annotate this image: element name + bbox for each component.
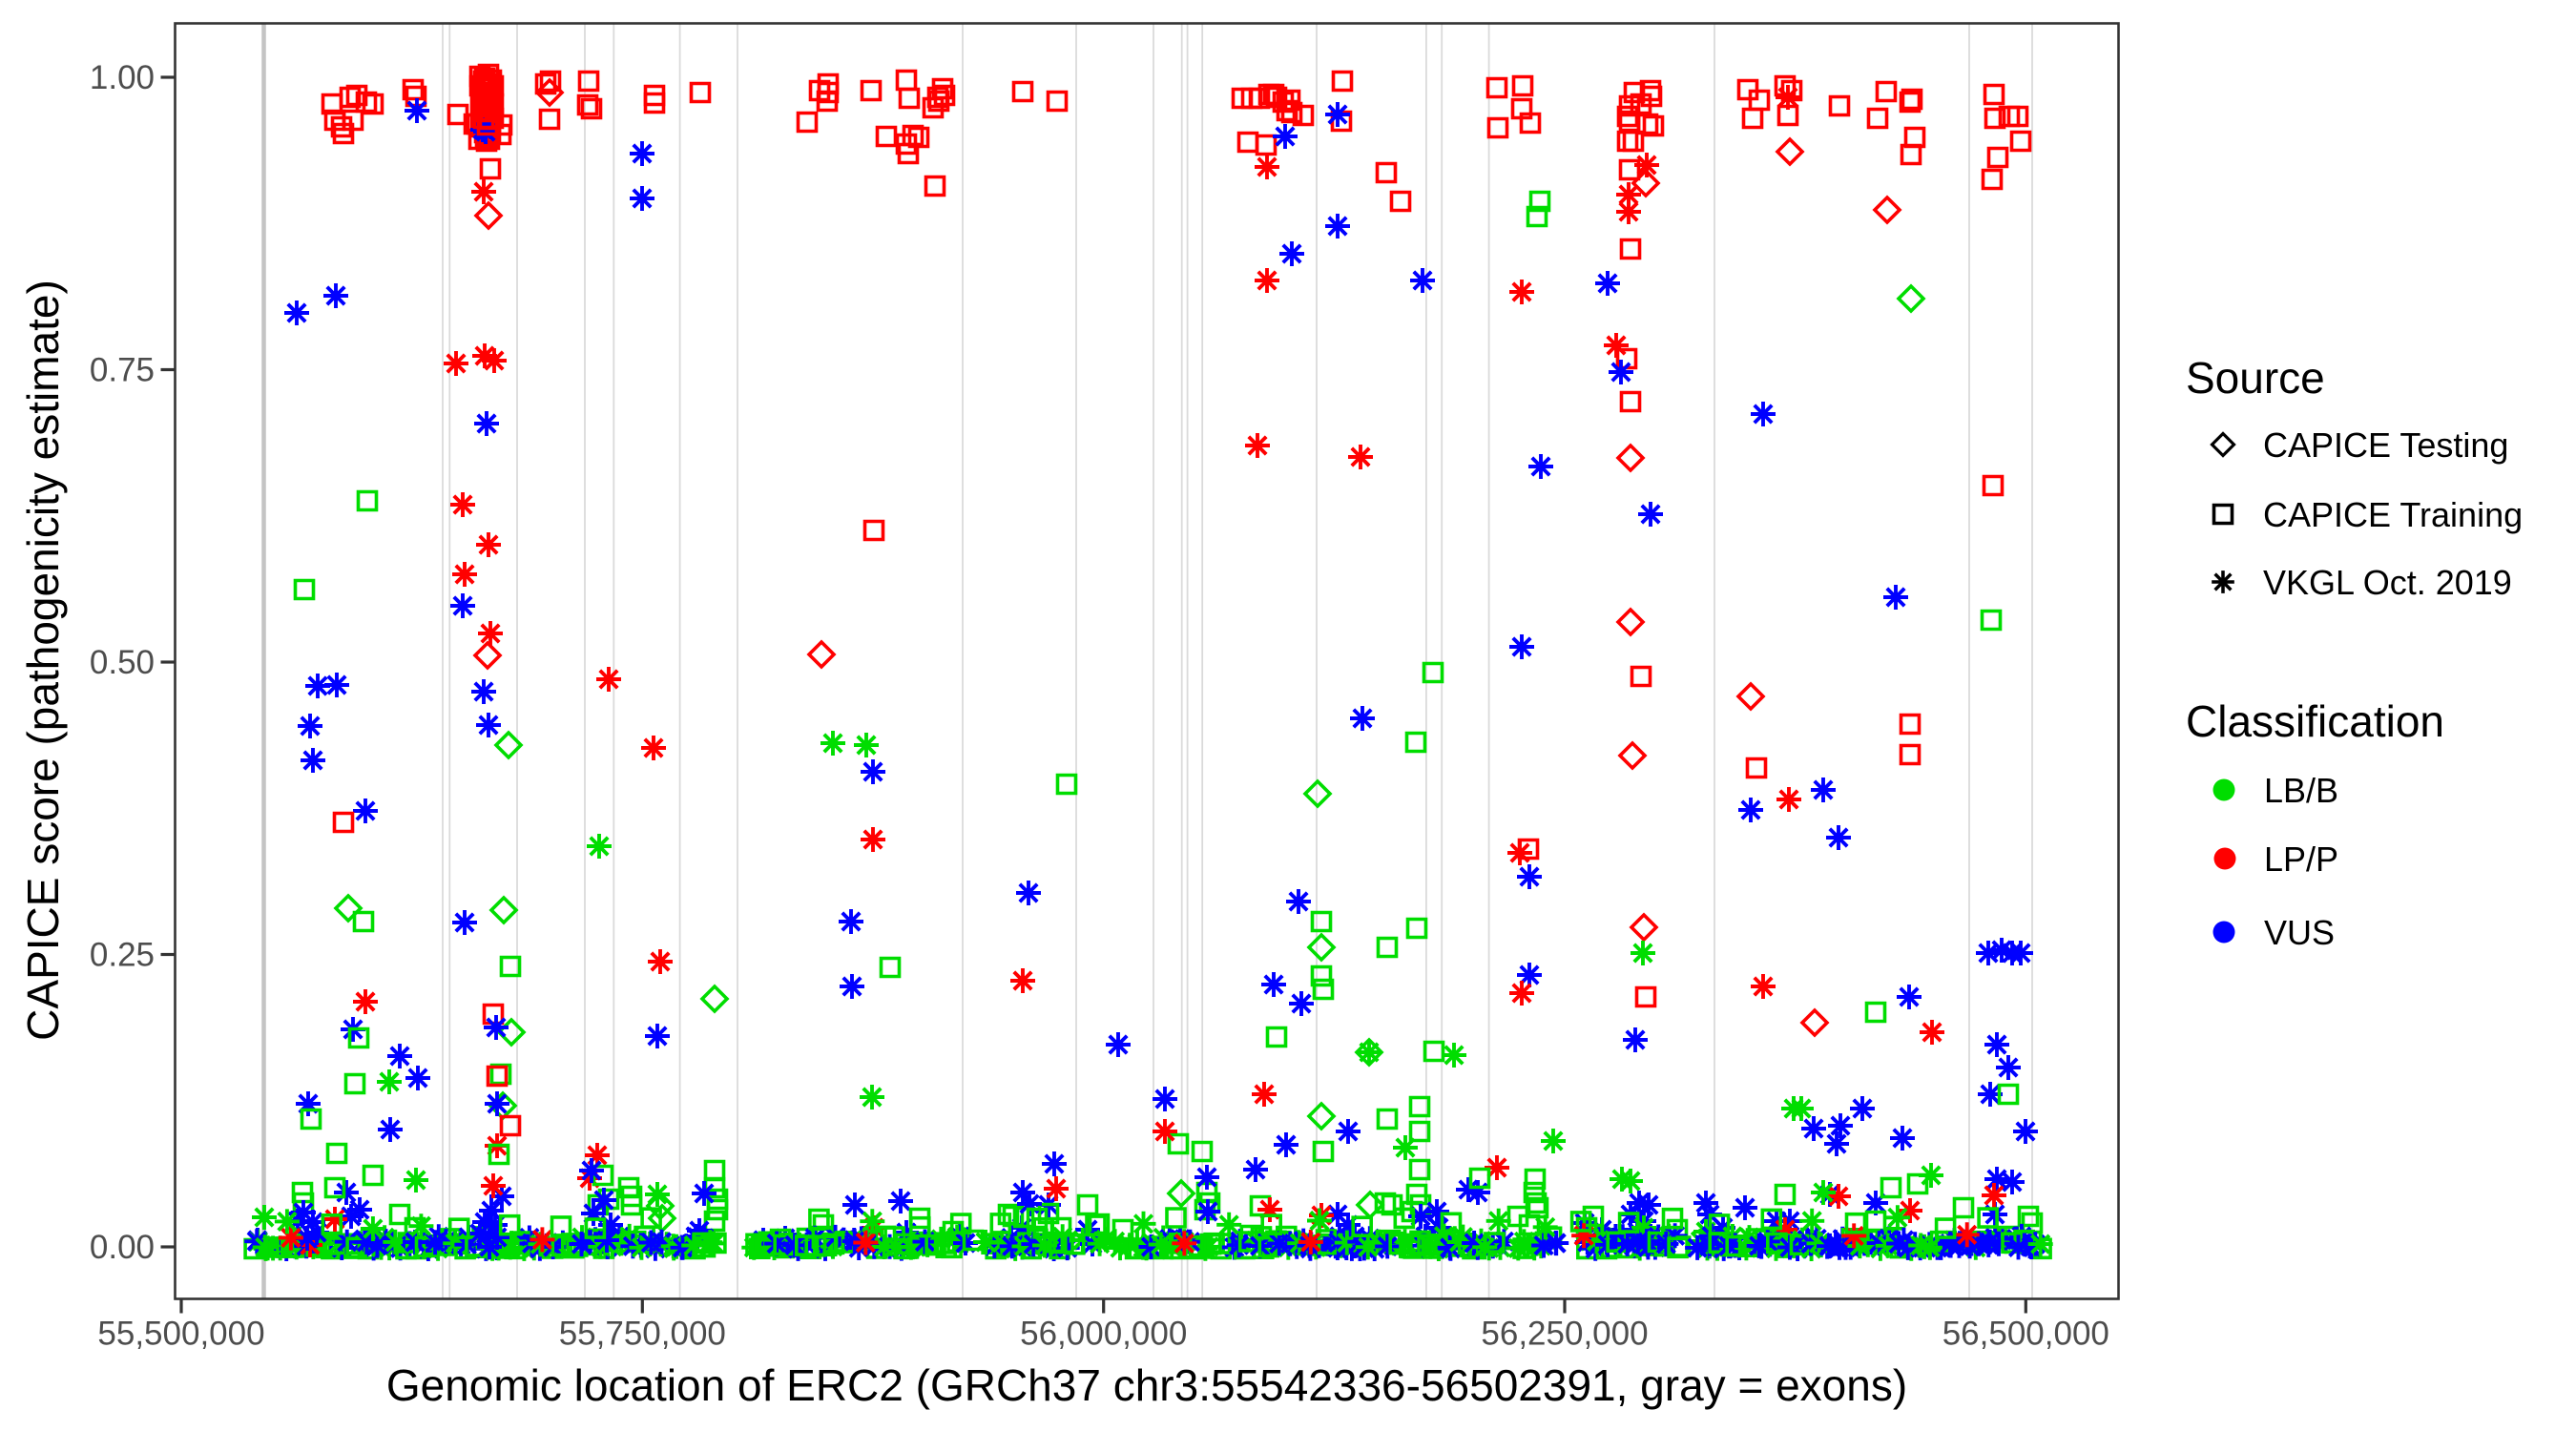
svg-text:Genomic location of ERC2 (GRCh: Genomic location of ERC2 (GRCh37 chr3:55… xyxy=(386,1360,1907,1410)
svg-text:0.00: 0.00 xyxy=(90,1229,155,1266)
svg-text:55,750,000: 55,750,000 xyxy=(559,1316,726,1353)
svg-text:Source: Source xyxy=(2186,353,2325,403)
svg-text:0.25: 0.25 xyxy=(90,937,155,974)
svg-text:56,250,000: 56,250,000 xyxy=(1481,1316,1648,1353)
svg-text:55,500,000: 55,500,000 xyxy=(97,1316,264,1353)
svg-text:CAPICE Training: CAPICE Training xyxy=(2263,495,2523,534)
svg-text:LB/B: LB/B xyxy=(2264,771,2338,810)
svg-text:56,000,000: 56,000,000 xyxy=(1020,1316,1187,1353)
svg-text:LP/P: LP/P xyxy=(2264,840,2338,879)
svg-text:Classification: Classification xyxy=(2186,696,2444,746)
svg-text:CAPICE Testing: CAPICE Testing xyxy=(2263,425,2508,465)
svg-text:0.75: 0.75 xyxy=(90,352,155,389)
svg-text:56,500,000: 56,500,000 xyxy=(1942,1316,2109,1353)
svg-text:VKGL Oct. 2019: VKGL Oct. 2019 xyxy=(2263,563,2512,602)
svg-text:1.00: 1.00 xyxy=(90,59,155,96)
svg-text:VUS: VUS xyxy=(2264,913,2335,952)
svg-text:0.50: 0.50 xyxy=(90,644,155,681)
svg-text:CAPICE score (pathogenicity es: CAPICE score (pathogenicity estimate) xyxy=(18,280,68,1041)
